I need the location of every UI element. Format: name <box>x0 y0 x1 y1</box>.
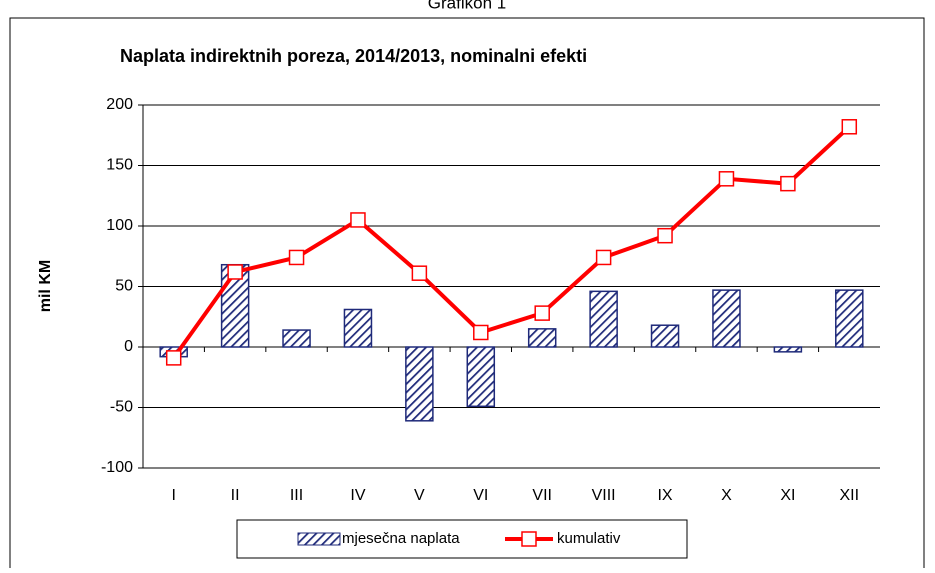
y-tick-label: 0 <box>124 338 133 355</box>
legend-label: kumulativ <box>557 530 621 547</box>
marker <box>595 249 612 266</box>
bar <box>650 324 680 348</box>
legend-label: mjesečna naplata <box>342 530 460 547</box>
x-tick-label: I <box>171 487 175 504</box>
marker <box>473 324 489 341</box>
x-tick-label: VIII <box>592 487 616 504</box>
y-axis-label: mil KM <box>37 260 54 312</box>
x-tick-label: VI <box>473 487 488 504</box>
marker <box>841 119 858 135</box>
header: Grafikon 1 <box>428 0 506 12</box>
marker <box>350 212 366 228</box>
bar <box>282 329 311 348</box>
bar <box>527 328 557 348</box>
bar <box>405 346 434 422</box>
bar <box>589 290 618 348</box>
marker <box>534 305 550 321</box>
chart-frame <box>9 17 925 573</box>
marker <box>780 175 796 192</box>
x-tick-label: X <box>721 487 732 504</box>
legend-marker <box>521 531 537 547</box>
marker <box>288 249 305 266</box>
x-tick-label: V <box>414 487 425 504</box>
y-tick-label: -50 <box>110 399 133 416</box>
x-tick-label: IX <box>657 487 672 504</box>
bar <box>466 346 496 408</box>
x-tick-label: II <box>231 487 240 504</box>
marker <box>411 265 428 281</box>
marker <box>227 264 243 280</box>
y-tick-label: 150 <box>106 157 133 174</box>
bar <box>712 289 741 348</box>
y-tick-label: 100 <box>106 217 133 234</box>
x-tick-label: VII <box>532 487 552 504</box>
x-tick-label: III <box>290 487 303 504</box>
bar <box>835 289 864 348</box>
x-tick-label: IV <box>350 487 365 504</box>
bar <box>220 263 250 348</box>
chart-title: Naplata indirektnih poreza, 2014/2013, n… <box>120 46 587 66</box>
line <box>172 125 851 360</box>
bar <box>343 308 373 348</box>
marker <box>165 350 182 366</box>
y-tick-label: -100 <box>101 459 133 476</box>
x-tick-label: XII <box>840 487 860 504</box>
marker <box>657 227 673 244</box>
legend-swatch <box>297 532 341 546</box>
y-tick-label: 200 <box>106 96 133 113</box>
marker <box>718 171 735 187</box>
x-tick-label: XI <box>780 487 795 504</box>
bar <box>773 346 803 353</box>
y-tick-label: 50 <box>115 278 133 295</box>
